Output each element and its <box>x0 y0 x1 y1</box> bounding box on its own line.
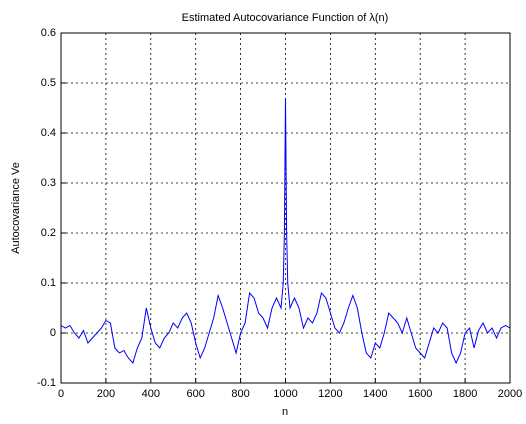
x-tick-label: 1000 <box>273 388 297 400</box>
y-tick-label: 0.4 <box>41 127 56 139</box>
x-tick-label: 800 <box>231 388 249 400</box>
plot-frame <box>60 32 511 384</box>
x-tick-label: 200 <box>97 388 115 400</box>
y-tick-label: 0 <box>50 327 56 339</box>
x-tick-label: 1600 <box>408 388 432 400</box>
x-tick-label: 1200 <box>318 388 342 400</box>
y-tick-label: -0.1 <box>37 377 56 389</box>
x-tick-label: 0 <box>58 388 64 400</box>
x-tick-label: 1800 <box>453 388 477 400</box>
chart-title: Estimated Autocovariance Function of λ(n… <box>182 12 389 24</box>
y-tick-label: 0.2 <box>41 227 56 239</box>
y-tick-label: 0.6 <box>41 27 56 39</box>
x-tick-label: 1400 <box>363 388 387 400</box>
x-axis-label: n <box>282 406 288 418</box>
x-tick-label: 2000 <box>498 388 522 400</box>
x-tick-label: 400 <box>142 388 160 400</box>
data-line <box>60 97 511 365</box>
x-tick-label: 600 <box>187 388 205 400</box>
y-axis-label: Autocovariance Ve <box>10 162 22 254</box>
y-tick-label: 0.3 <box>41 177 56 189</box>
y-tick-label: 0.5 <box>41 77 56 89</box>
y-tick-label: 0.1 <box>41 277 56 289</box>
